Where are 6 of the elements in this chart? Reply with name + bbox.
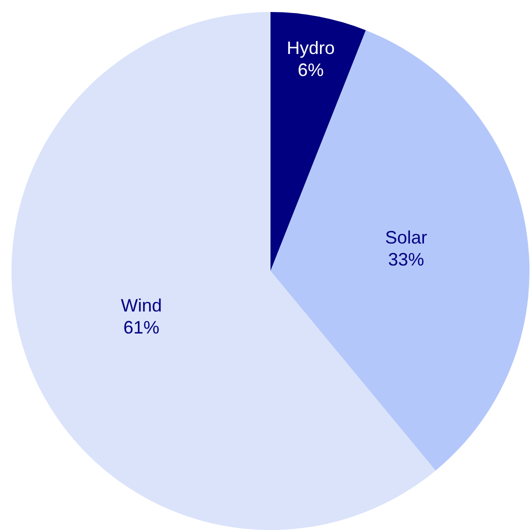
data-label: 6% (298, 60, 324, 80)
slice-label: Wind (120, 295, 162, 316)
data-label: 33% (388, 249, 424, 270)
slice-label: Solar (385, 227, 428, 248)
slice-label: Hydro (286, 38, 335, 58)
data-label: 61% (123, 317, 160, 338)
